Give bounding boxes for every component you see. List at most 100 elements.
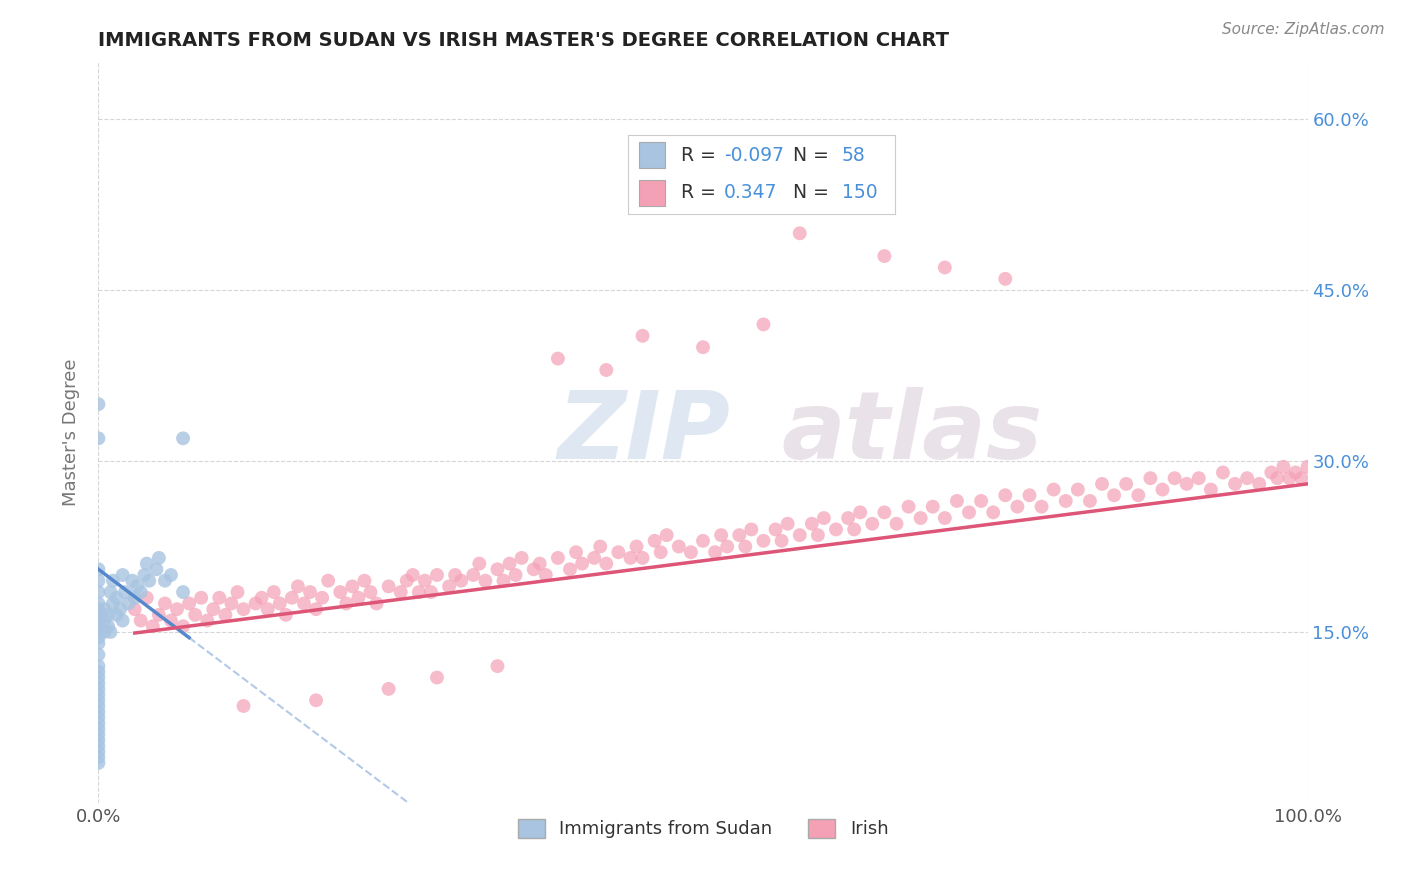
Point (873, 505, 896, 519)
Point (389, 585, 412, 599)
Point (1284, 466, 1306, 480)
Point (142, 619, 165, 633)
Point (825, 523, 848, 537)
Point (87, 607, 110, 622)
Point (377, 681, 399, 696)
Point (87, 585, 110, 599)
Point (111, 568, 134, 582)
Point (860, 516, 883, 531)
Point (160, 614, 183, 628)
Point (395, 574, 418, 588)
Legend: Immigrants from Sudan, Irish: Immigrants from Sudan, Irish (510, 812, 896, 846)
Point (994, 488, 1017, 502)
Point (463, 568, 485, 582)
Point (93, 602, 115, 616)
Point (595, 557, 617, 571)
Point (765, 523, 787, 537)
Point (655, 528, 678, 542)
Point (523, 562, 546, 576)
Point (486, 562, 509, 576)
Point (292, 597, 315, 611)
Point (1236, 471, 1258, 485)
Text: N =: N = (793, 145, 830, 164)
Point (468, 557, 491, 571)
FancyBboxPatch shape (638, 180, 665, 205)
Point (1267, 471, 1289, 485)
Point (87, 745, 110, 759)
Point (994, 272, 1017, 286)
Text: N =: N = (793, 184, 830, 202)
Text: atlas: atlas (782, 386, 1043, 479)
Point (1102, 488, 1125, 502)
Point (87, 676, 110, 690)
Point (910, 511, 932, 525)
Point (558, 562, 581, 576)
Point (135, 591, 157, 605)
Point (93, 624, 115, 639)
Text: 0.347: 0.347 (724, 184, 778, 202)
Point (498, 557, 520, 571)
Point (1042, 483, 1064, 497)
Point (101, 574, 124, 588)
Point (87, 659, 110, 673)
Point (124, 602, 146, 616)
Point (93, 614, 115, 628)
Point (752, 318, 775, 332)
Point (87, 397, 110, 411)
Point (492, 574, 515, 588)
Point (474, 574, 496, 588)
Point (87, 705, 110, 719)
Point (148, 607, 170, 622)
Point (127, 579, 149, 593)
Point (190, 591, 212, 605)
Point (360, 585, 382, 599)
Point (946, 494, 969, 508)
Point (87, 727, 110, 741)
Point (129, 614, 152, 628)
Point (505, 568, 527, 582)
Point (1128, 488, 1150, 502)
Text: 150: 150 (842, 184, 877, 202)
Point (619, 550, 641, 565)
Point (87, 614, 110, 628)
Point (299, 585, 322, 599)
Point (408, 585, 430, 599)
Text: 58: 58 (842, 145, 865, 164)
Point (311, 591, 333, 605)
Point (87, 722, 110, 736)
Point (124, 591, 146, 605)
Y-axis label: Master's Degree: Master's Degree (62, 359, 80, 507)
Point (547, 351, 569, 366)
Point (316, 574, 339, 588)
Point (269, 597, 291, 611)
Point (631, 550, 654, 565)
Point (87, 431, 110, 445)
Point (1260, 466, 1282, 480)
Point (118, 597, 141, 611)
Point (402, 568, 425, 582)
Point (377, 579, 399, 593)
Point (444, 568, 467, 582)
Point (734, 540, 756, 554)
Point (263, 585, 285, 599)
Point (232, 602, 254, 616)
Point (1272, 459, 1295, 474)
Point (87, 631, 110, 645)
Point (1163, 471, 1185, 485)
Point (426, 671, 449, 685)
Text: R =: R = (682, 145, 716, 164)
Point (87, 665, 110, 679)
Point (208, 591, 231, 605)
Point (1212, 466, 1234, 480)
Point (87, 574, 110, 588)
Point (534, 568, 557, 582)
Point (1007, 500, 1029, 514)
Point (752, 533, 775, 548)
Point (87, 739, 110, 753)
Point (179, 597, 201, 611)
Point (571, 557, 593, 571)
Point (232, 698, 254, 713)
Point (166, 602, 188, 616)
Point (305, 693, 328, 707)
Point (813, 511, 835, 525)
